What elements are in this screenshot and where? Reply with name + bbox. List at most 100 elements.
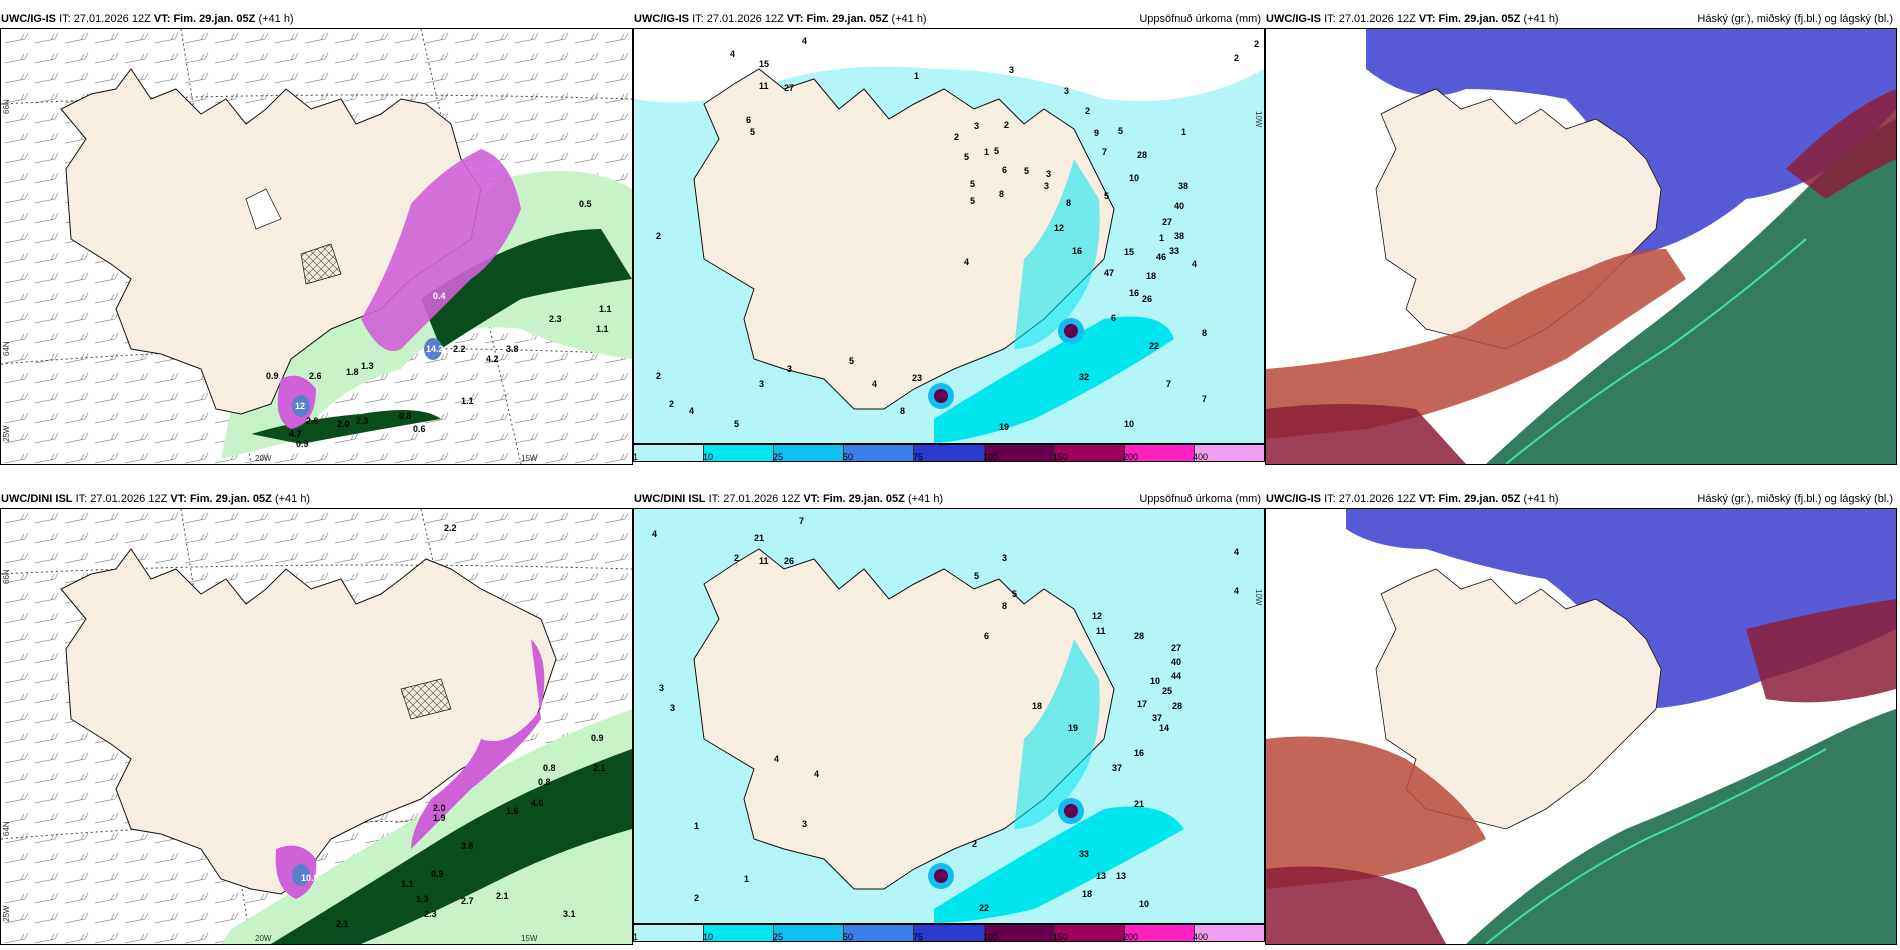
- panel-bottom-wind: UWC/DINI ISL IT: 27.01.2026 12Z VT: Fim.…: [0, 490, 633, 945]
- lon-label: 15W: [521, 934, 538, 943]
- val-label: 2: [734, 553, 739, 563]
- val-label: 12: [1054, 223, 1064, 233]
- val-label: 5: [1118, 126, 1123, 136]
- iceland-land: [693, 68, 1115, 410]
- clouds-title: Háský (gr.), miðský (fj.bl.) og lágský (…: [1697, 493, 1893, 505]
- map-clouds-top[interactable]: [1265, 28, 1897, 465]
- val-label: 3: [1002, 553, 1007, 563]
- val-label: 40: [1174, 201, 1184, 211]
- val-label: 19: [1068, 723, 1078, 733]
- val-label: 4: [689, 406, 694, 416]
- panel-header: UWC/DINI ISL IT: 27.01.2026 12Z VT: Fim.…: [633, 490, 1265, 508]
- map-wind-top[interactable]: 0.5 1.1 1.1 2.3 6.0 3.8 4.2 2.2 14.2 0.4…: [0, 28, 633, 465]
- val-label: 47: [1104, 268, 1114, 278]
- high-cloud-east: [1746, 599, 1896, 703]
- it-label: IT:: [59, 13, 71, 25]
- legend-swatch: [984, 445, 1055, 461]
- val-label: 12: [295, 401, 305, 411]
- wind-map-svg: 2.2 0.9 2.1 0.8 0.8 4.0 1.6 2.0 1.9 3.8 …: [1, 509, 632, 944]
- val-label: 33: [1169, 246, 1179, 256]
- precip-south-sea: [934, 806, 1184, 923]
- precip-legend: [633, 924, 1265, 942]
- val-label: 1: [694, 821, 699, 831]
- val-label: 10: [1150, 676, 1160, 686]
- val-label: 3: [759, 379, 764, 389]
- val-label: 8: [1066, 198, 1071, 208]
- val-label: 5: [750, 127, 755, 137]
- val-label: 37: [1152, 713, 1162, 723]
- core-south: [292, 864, 310, 886]
- it-label: IT:: [708, 493, 721, 505]
- val-label: 2.1: [336, 919, 349, 929]
- map-precip-bottom[interactable]: 4 7 21 26 11 2 4 3 5 3 6 8 5 12 11 28 27…: [633, 508, 1265, 924]
- val-label: 0.9: [296, 439, 309, 449]
- lat-label: 25W: [2, 905, 11, 922]
- legend-swatch: [634, 445, 705, 461]
- val-label: 28: [1134, 631, 1144, 641]
- val-label: 5: [1012, 589, 1017, 599]
- precip-title: Uppsöfnuð úrkoma (mm): [1139, 493, 1261, 505]
- legend-swatch: [914, 925, 985, 941]
- map-wind-bottom[interactable]: 2.2 0.9 2.1 0.8 0.8 4.0 1.6 2.0 1.9 3.8 …: [0, 508, 633, 945]
- val-label: 5: [964, 152, 969, 162]
- val-label: 2: [669, 399, 674, 409]
- legend-swatch: [984, 925, 1055, 941]
- val-label: 18: [1082, 889, 1092, 899]
- val-label: 2.2: [453, 344, 466, 354]
- panel-bottom-clouds: UWC/IG-IS IT: 27.01.2026 12Z VT: Fim. 29…: [1265, 490, 1897, 945]
- val-label: 6.0: [529, 334, 542, 344]
- it-value: 27.01.2026 12Z: [90, 493, 168, 505]
- val-label: 10: [1129, 173, 1139, 183]
- map-precip-top[interactable]: 4 4 2 2 15 11 27 6 5 1 3 3 2 5 1 3 2 5 6…: [633, 28, 1265, 444]
- bottom-wind-labels: 2.2 0.9 2.1 0.8 0.8 4.0 1.6 2.0 1.9 3.8 …: [301, 523, 606, 929]
- lead-time: (+41 h): [258, 13, 294, 25]
- legend-swatch: [1194, 445, 1264, 461]
- legend-swatch: [1124, 925, 1195, 941]
- no-precip-zone: [634, 29, 1264, 103]
- it-value: 27.01.2026 12Z: [706, 13, 784, 25]
- val-label: 1: [1159, 233, 1164, 243]
- it-label: IT:: [1324, 493, 1336, 505]
- val-label: 5: [970, 179, 975, 189]
- lat-label: 66N: [2, 569, 11, 584]
- clouds-map-svg: [1266, 509, 1896, 944]
- val-label: 1.3: [361, 361, 374, 371]
- val-label: 3: [670, 703, 675, 713]
- legend-swatch: [1194, 925, 1264, 941]
- val-label: 13: [1096, 871, 1106, 881]
- green-dark-band-s: [251, 410, 441, 444]
- val-label: 2: [1254, 39, 1259, 49]
- val-label: 3: [1044, 181, 1049, 191]
- magenta-east: [411, 639, 545, 849]
- val-label: 4: [802, 36, 807, 46]
- val-label: 0.5: [579, 199, 592, 209]
- lat-label: 64N: [2, 341, 11, 356]
- legend-tick: 150: [1053, 932, 1069, 942]
- high-cloud-east: [1786, 89, 1896, 199]
- val-label: 2.1: [593, 763, 606, 773]
- val-label: 18: [1032, 701, 1042, 711]
- green-dark-band: [421, 229, 632, 349]
- val-label: 2.0: [337, 419, 350, 429]
- val-label: 2: [656, 371, 661, 381]
- val-label: 16: [1129, 288, 1139, 298]
- val-label: 1.9: [433, 813, 446, 823]
- map-clouds-bottom[interactable]: [1265, 508, 1897, 945]
- legend-tick: 1: [633, 452, 639, 462]
- legend-tick: 50: [843, 932, 854, 942]
- val-label: 3: [974, 121, 979, 131]
- vt-value: Fim. 29.jan. 05Z: [173, 13, 256, 25]
- val-label: 37: [1112, 763, 1122, 773]
- val-label: 18: [1146, 271, 1156, 281]
- val-label: 1.1: [401, 879, 414, 889]
- val-label: 1: [1181, 127, 1186, 137]
- val-label: 44: [1171, 671, 1181, 681]
- precip-core-e2: [1064, 324, 1078, 338]
- val-label: 17: [1137, 699, 1147, 709]
- val-label: 16: [1134, 748, 1144, 758]
- legend-tick: 150: [1053, 452, 1069, 462]
- val-label: 3.8: [506, 344, 519, 354]
- val-label: 5: [974, 571, 979, 581]
- green-dark-band: [271, 749, 632, 944]
- hatch-area: [400, 678, 452, 720]
